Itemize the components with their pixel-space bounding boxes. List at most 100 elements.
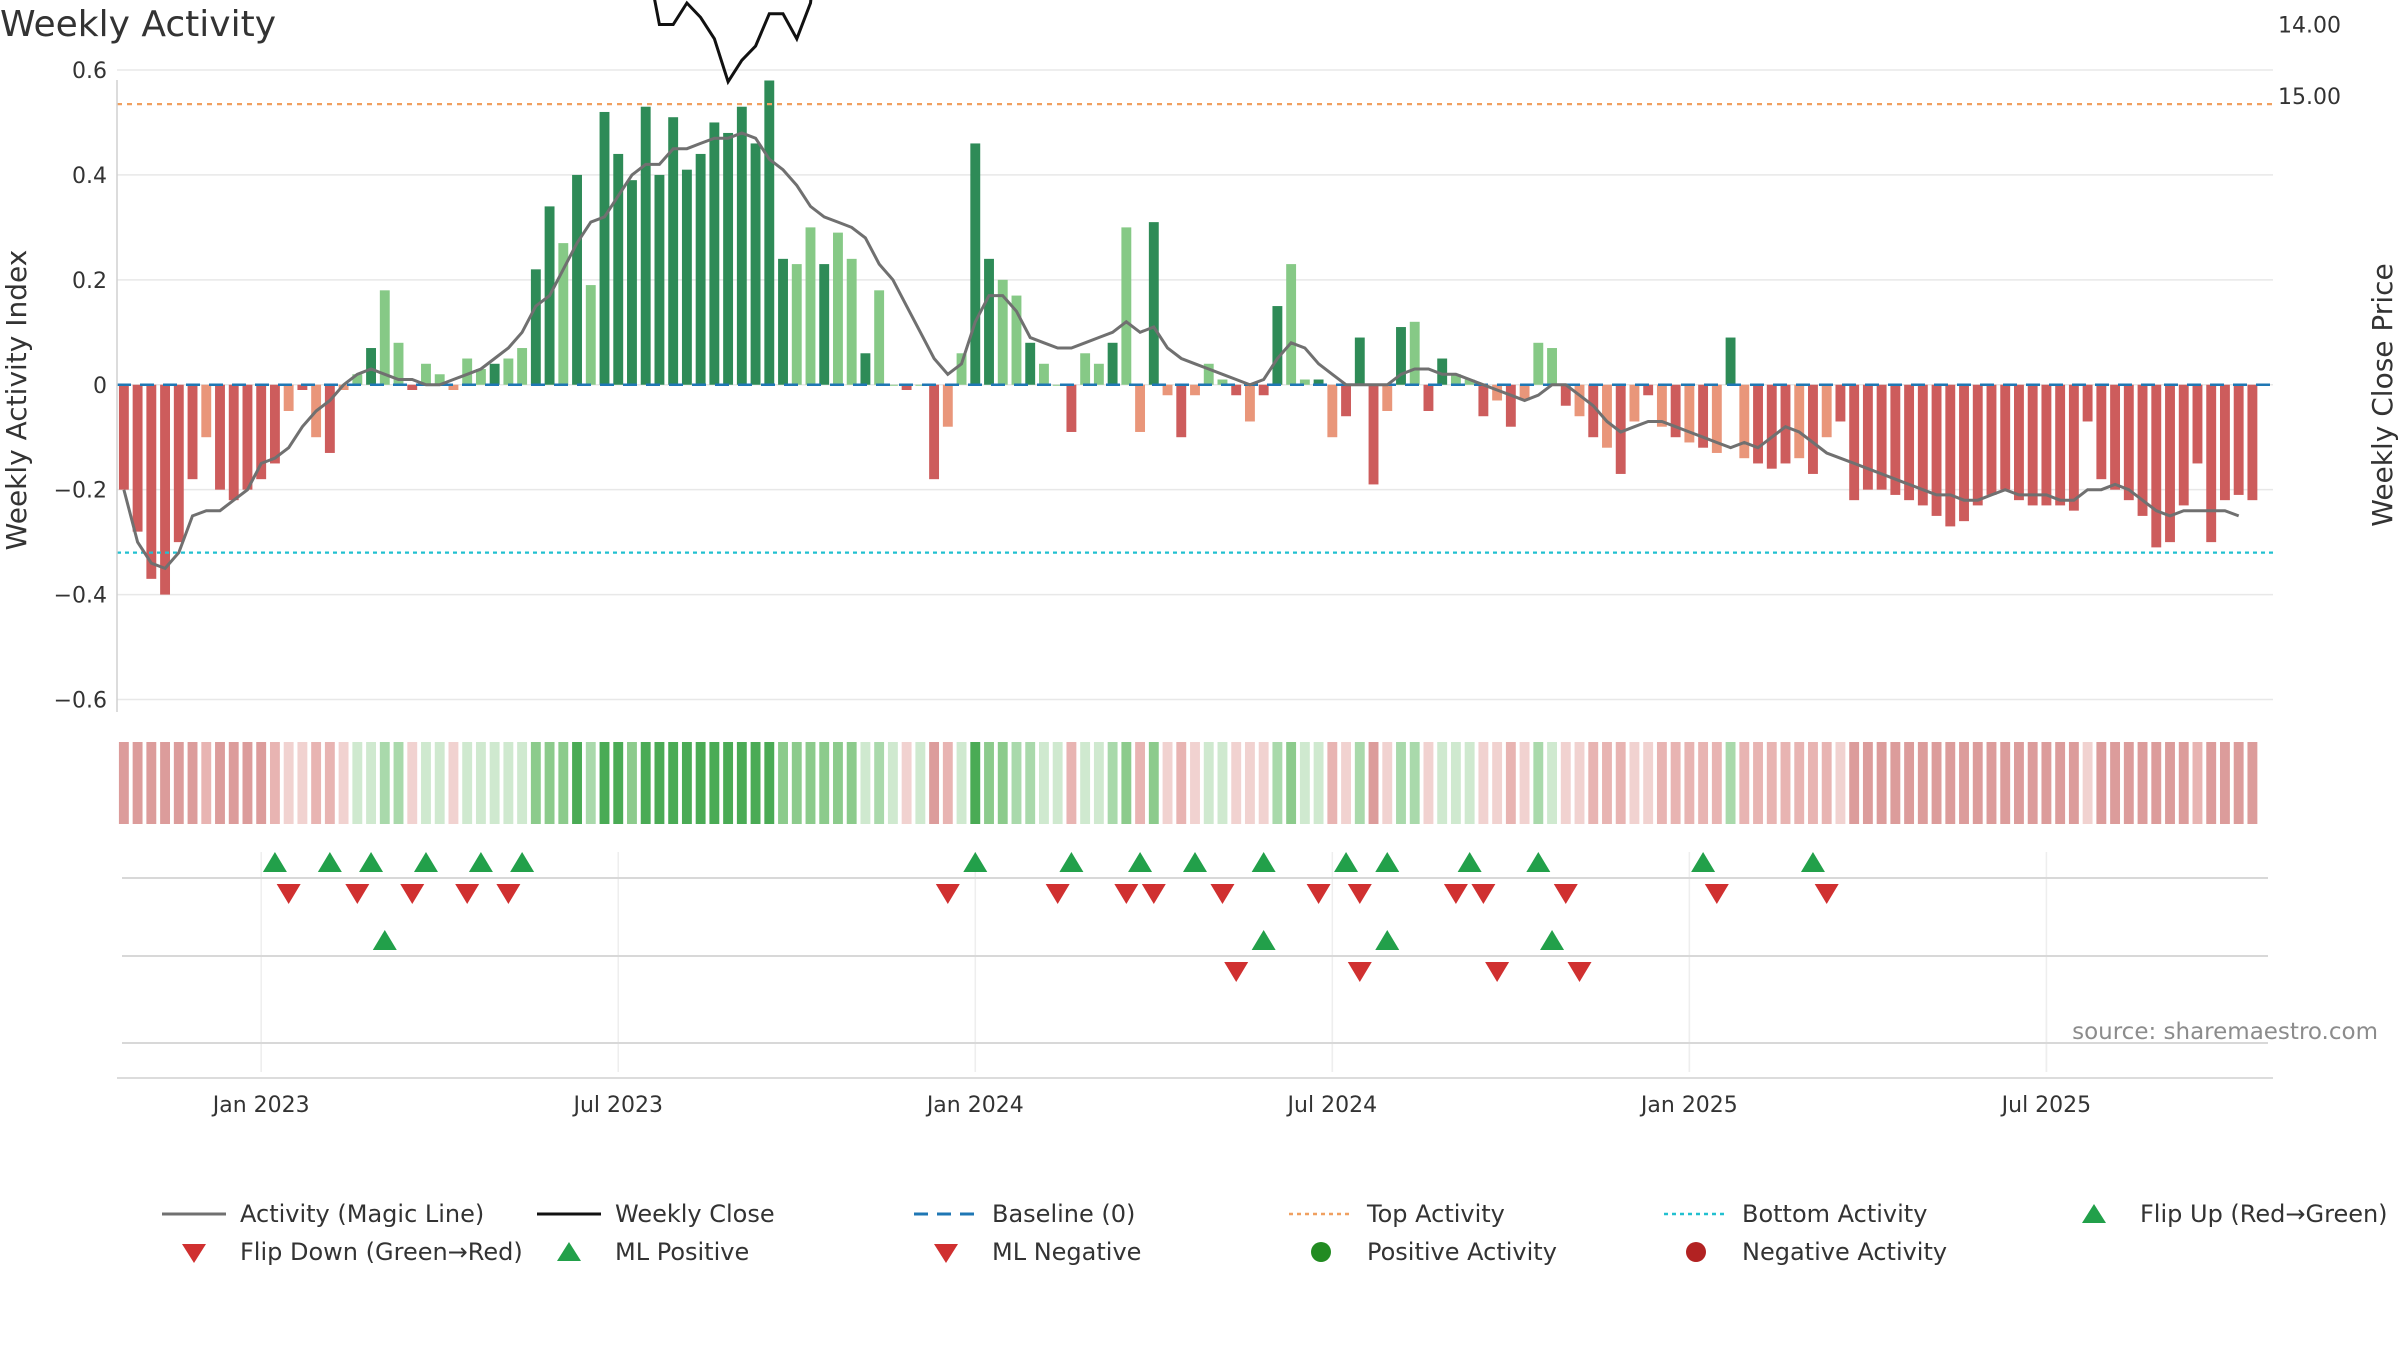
flip-up-marker [1691,852,1716,872]
heat-cell [1574,742,1585,824]
activity-bar [1368,384,1379,485]
heat-cell [1945,742,1956,824]
heat-cell [1162,742,1173,824]
heat-cell [585,742,596,824]
heat-cell [1794,742,1805,824]
heat-cell [2137,742,2148,824]
grid-layer [117,69,2273,1072]
activity-bar [860,353,871,385]
activity-bar [1437,358,1448,385]
flip-down-marker [455,884,480,904]
heat-cell [1917,742,1928,824]
activity-bar [1190,384,1200,396]
activity-bar [1615,384,1626,474]
activity-heat-strip [118,742,2258,824]
flip-up-marker [1334,852,1359,872]
activity-bar [1011,295,1022,385]
activity-bar [1354,337,1365,385]
lines-layer [117,0,2273,571]
activity-bar [146,384,157,579]
activity-bar [256,384,267,480]
y-left-tick-label: 0.4 [72,164,107,189]
activity-bar [819,264,830,385]
activity-bar [640,106,651,385]
flip-up-marker [468,852,493,872]
heat-cell [668,742,679,824]
heat-cell [187,742,198,824]
activity-bar [2151,384,2162,548]
heat-cell [1121,742,1132,824]
activity-bar [530,269,541,385]
ml-negative-marker [1224,962,1249,982]
legend-symbol [182,1244,206,1263]
activity-bar [1643,384,1654,396]
activity-bar [887,384,898,386]
activity-bar [1121,227,1132,385]
heat-cell [173,742,184,824]
heat-cell [1231,742,1242,824]
activity-bar [1725,337,1736,385]
heat-cell [2000,742,2011,824]
activity-bar [1684,384,1695,443]
legend-symbol [1664,1212,1728,1216]
heat-cell [1135,742,1146,824]
heat-cell [1409,742,1420,824]
activity-bar [1739,384,1750,459]
chart-title: Weekly Activity [0,4,277,45]
activity-bar [2206,384,2217,543]
activity-bar [997,279,1008,385]
markers-layer [262,852,1839,982]
flip-down-marker [1814,884,1839,904]
activity-bar [1574,384,1585,417]
heat-cell [1093,742,1104,824]
heat-cell [778,742,788,824]
activity-bar [187,384,198,480]
legend-label: ML Positive [615,1238,750,1266]
activity-bar [1258,384,1269,396]
heat-cell [709,742,720,824]
activity-bar [1272,306,1283,385]
heat-cell [1766,742,1777,824]
ml-negative-marker [1567,962,1592,982]
legend-label: Flip Down (Green→Red) [240,1238,523,1266]
heat-cell [1450,742,1461,824]
activity-bar [1711,384,1722,453]
activity-bar [1959,384,1969,522]
heat-cell [1327,742,1338,824]
heat-cell [2151,742,2162,824]
heat-cell [2219,742,2230,824]
flip-up-marker [510,852,535,872]
heat-cell [805,742,816,824]
heat-cell [2192,742,2203,824]
activity-bar [1327,384,1338,438]
activity-bar [1396,327,1406,385]
flip-up-marker [262,852,287,872]
activity-bar [1409,321,1420,385]
heat-cell [2247,742,2258,824]
activity-bars [118,80,2258,595]
source-credit: source: sharemaestro.com [2072,1019,2378,1045]
legend-label: Negative Activity [1742,1238,1948,1266]
activity-bar [2123,384,2134,501]
heat-cell [613,742,624,824]
heat-cell [1670,742,1681,824]
heat-cell [2110,742,2121,824]
ml-negative-marker [1347,962,1372,982]
heat-cell [1808,742,1818,824]
activity-bar [2027,384,2038,506]
heat-cell [1011,742,1022,824]
activity-bar [654,174,665,385]
heat-cell [640,742,651,824]
heat-cell [324,742,335,824]
heat-cell [1107,742,1118,824]
heat-cell [750,742,761,824]
heat-cell [1313,742,1324,824]
y-left-tick-label: −0.2 [54,479,107,504]
legend-symbol [162,1212,226,1216]
heat-cell [1382,742,1393,824]
heat-cell [929,742,940,824]
heat-cell [1560,742,1571,824]
flip-up-marker [413,852,438,872]
heat-cell [517,742,528,824]
heat-cell [530,742,541,824]
